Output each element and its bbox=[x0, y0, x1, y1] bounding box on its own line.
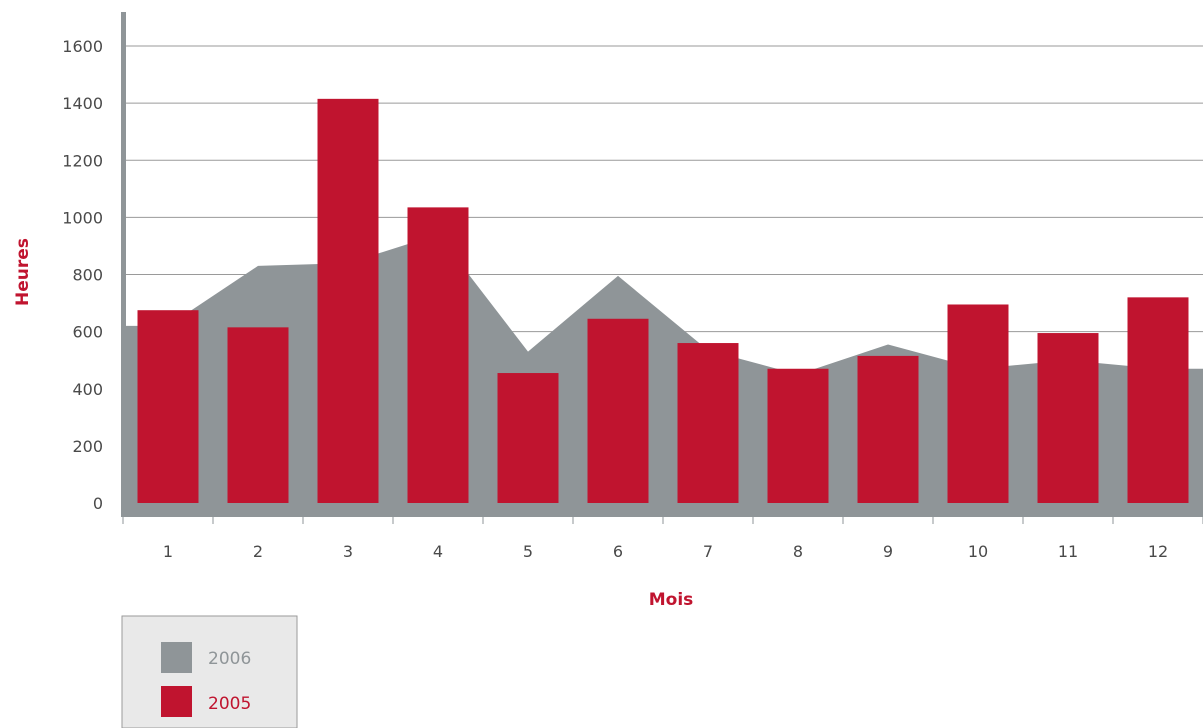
y-tick-label: 800 bbox=[72, 266, 103, 285]
y-tick-label: 400 bbox=[72, 380, 103, 399]
y-tick-label: 600 bbox=[72, 323, 103, 342]
bar bbox=[497, 373, 559, 503]
x-axis-line bbox=[121, 503, 1203, 517]
y-axis-line bbox=[121, 12, 126, 517]
bar bbox=[587, 318, 649, 503]
bar bbox=[227, 327, 289, 503]
legend-box bbox=[121, 615, 298, 728]
y-tick-label: 1200 bbox=[62, 151, 103, 170]
x-tick-label: 9 bbox=[883, 542, 893, 561]
bar bbox=[407, 207, 469, 504]
axes bbox=[121, 12, 1203, 517]
bar bbox=[1127, 297, 1189, 503]
bar bbox=[1037, 333, 1099, 503]
y-tick-label: 1600 bbox=[62, 37, 103, 56]
bar bbox=[767, 368, 829, 503]
x-tick-label: 11 bbox=[1058, 542, 1078, 561]
y-tick-labels: 0 200 400 600 800 1000 1200 1400 1600 bbox=[62, 37, 103, 513]
x-tick-label: 4 bbox=[433, 542, 443, 561]
bar bbox=[137, 310, 199, 503]
y-tick-label: 0 bbox=[93, 494, 103, 513]
x-tick-labels: 1 2 3 4 5 6 7 8 9 10 11 12 bbox=[122, 517, 1203, 561]
y-tick-label: 1400 bbox=[62, 94, 103, 113]
bar bbox=[677, 343, 739, 503]
x-tick-label: 5 bbox=[523, 542, 533, 561]
legend-label-2006: 2006 bbox=[208, 649, 251, 669]
x-tick-label: 2 bbox=[253, 542, 263, 561]
y-tick-label: 200 bbox=[72, 437, 103, 456]
bar bbox=[857, 355, 919, 503]
x-tick-label: 7 bbox=[703, 542, 713, 561]
bar bbox=[947, 304, 1009, 503]
x-tick-label: 8 bbox=[793, 542, 803, 561]
x-tick-label: 12 bbox=[1148, 542, 1168, 561]
legend: 2006 2005 bbox=[121, 615, 298, 728]
area-series-2006 bbox=[123, 234, 1203, 503]
legend-label-2005: 2005 bbox=[208, 694, 251, 714]
x-tick-label: 6 bbox=[613, 542, 623, 561]
x-axis-title: Mois bbox=[649, 590, 694, 610]
x-tick-label: 1 bbox=[163, 542, 173, 561]
legend-swatch-2005 bbox=[161, 686, 192, 717]
x-tick-label: 3 bbox=[343, 542, 353, 561]
x-tick-label: 10 bbox=[968, 542, 988, 561]
legend-swatch-2006 bbox=[161, 642, 192, 673]
bar bbox=[317, 98, 379, 503]
y-axis-title: Heures bbox=[13, 238, 33, 306]
bar-series-2005 bbox=[137, 98, 1189, 504]
y-tick-label: 1000 bbox=[62, 208, 103, 227]
